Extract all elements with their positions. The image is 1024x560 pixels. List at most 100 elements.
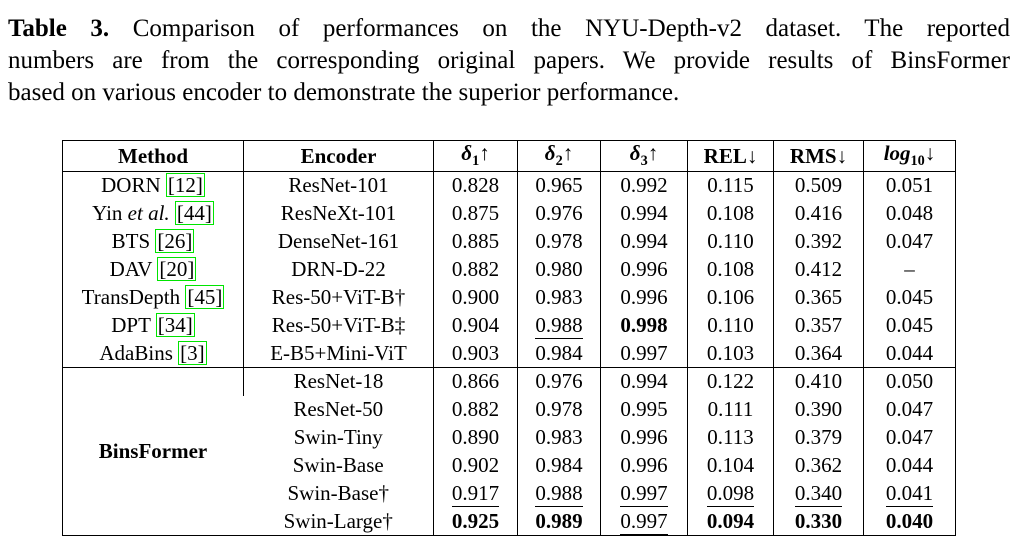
encoder-cell: E-B5+Mini-ViT [243, 339, 434, 368]
metric-cell: 0.996 [600, 283, 688, 312]
metric-cell: 0.364 [773, 339, 864, 368]
method-cell: AdaBins [3] [99, 340, 207, 365]
metric-cell: 0.108 [687, 199, 774, 228]
metric-cell: 0.875 [433, 199, 518, 228]
col-log10: log10↓ [863, 140, 956, 172]
metric-cell: 0.995 [600, 395, 688, 424]
metric-cell: 0.094 [687, 507, 774, 536]
col-delta1: δ1↑ [433, 140, 518, 172]
metric-cell: 0.965 [517, 171, 601, 200]
citation-link[interactable]: [20] [157, 257, 197, 282]
table-row: BinsFormer ResNet-18 0.866 0.976 0.994 0.122 0… [62, 367, 956, 536]
table-row: AdaBins [3] E-B5+Mini-ViT 0.903 0.984 0.997 0… [63, 339, 956, 368]
table-caption: Table 3. Comparison of performances on t… [8, 13, 1010, 109]
metric-cell: 0.410 [773, 367, 864, 396]
metric-cell: 0.925 [433, 507, 518, 536]
metric-cell: 0.390 [773, 395, 864, 424]
metric-cell: 0.044 [863, 451, 956, 480]
table-row: DAV [20] DRN-D-22 0.882 0.980 0.996 0.108 0.41… [63, 255, 956, 284]
encoder-cell: ResNeXt-101 [243, 199, 434, 228]
metric-cell: 0.412 [773, 255, 864, 284]
metric-cell: 0.882 [433, 255, 518, 284]
metric-cell: 0.392 [773, 227, 864, 256]
col-rel: REL↓ [687, 140, 774, 172]
metric-cell: 0.828 [433, 171, 518, 200]
metric-cell: 0.996 [600, 255, 688, 284]
metric-cell: 0.988 [517, 311, 601, 340]
table-row: Swin-Tiny 0.890 0.983 0.996 0.113 0.379 0.047 [63, 423, 956, 452]
metric-cell: 0.976 [517, 199, 601, 228]
method-cell: DORN [12] [101, 173, 205, 198]
metric-cell: 0.048 [863, 199, 956, 228]
metric-cell: 0.997 [600, 339, 688, 368]
metric-cell: 0.115 [687, 171, 774, 200]
method-cell: DAV [20] [109, 257, 197, 282]
citation-link[interactable]: [44] [174, 201, 214, 226]
col-delta3: δ3↑ [600, 140, 688, 172]
metric-cell: 0.866 [433, 367, 518, 396]
metric-cell: 0.983 [517, 423, 601, 452]
citation-link[interactable]: [26] [155, 229, 195, 254]
encoder-cell: ResNet-101 [243, 171, 434, 200]
metric-cell: – [863, 255, 956, 284]
caption-line-2: numbers are from the corresponding origi… [8, 47, 1010, 74]
metric-cell: 0.104 [687, 451, 774, 480]
metric-cell: 0.045 [863, 311, 956, 340]
metric-cell: 0.994 [600, 199, 688, 228]
metric-cell: 0.996 [600, 451, 688, 480]
metric-cell: 0.379 [773, 423, 864, 452]
encoder-cell: Swin-Tiny [293, 425, 383, 449]
metric-cell: 0.106 [687, 283, 774, 312]
encoder-cell: Swin-Large† [283, 508, 393, 533]
metric-cell: 0.041 [863, 479, 956, 508]
table-row: BTS [26] DenseNet-161 0.885 0.978 0.994 0.110… [63, 227, 956, 256]
table-body: DORN [12] ResNet-101 0.828 0.965 0.992 0.115 0… [62, 171, 956, 536]
citation-link[interactable]: [12] [165, 173, 205, 198]
header-row: Method Encoder δ1↑ δ2↑ δ3↑ REL↓ RMS↓ log10↓ [62, 140, 956, 172]
caption-line-3: based on various encoder to demonstrate … [8, 79, 680, 106]
col-encoder: Encoder [243, 140, 434, 172]
metric-cell: 0.357 [773, 311, 864, 340]
encoder-cell: DRN-D-22 [243, 255, 434, 284]
metric-cell: 0.904 [433, 311, 518, 340]
metric-cell: 0.330 [773, 507, 864, 536]
table-row: Swin-Base† 0.917 0.988 0.997 0.098 0.340 0.041 [63, 479, 956, 508]
metric-cell: 0.111 [687, 395, 774, 424]
metric-cell: 0.365 [773, 283, 864, 312]
metric-cell: 0.047 [863, 227, 956, 256]
metric-cell: 0.885 [433, 227, 518, 256]
encoder-cell: DenseNet-161 [243, 227, 434, 256]
col-method: Method [62, 140, 244, 172]
table-row: ResNet-50 0.882 0.978 0.995 0.111 0.390 0.047 [63, 395, 956, 424]
metric-cell: 0.882 [433, 395, 518, 424]
metric-cell: 0.340 [773, 479, 864, 508]
metric-cell: 0.890 [433, 423, 518, 452]
metric-cell: 0.996 [600, 423, 688, 452]
metric-cell: 0.098 [687, 479, 774, 508]
metric-cell: 0.122 [687, 367, 774, 396]
method-cell: Yin et al. [44] [92, 201, 214, 226]
encoder-cell: Res-50+ViT-B‡ [243, 311, 434, 340]
metric-cell: 0.047 [863, 395, 956, 424]
metric-cell: 0.992 [600, 171, 688, 200]
table-row: DPT [34] Res-50+ViT-B‡ 0.904 0.988 0.998 0.11… [63, 311, 956, 340]
metric-cell: 0.051 [863, 171, 956, 200]
caption-label: Table 3. [8, 15, 110, 42]
metric-cell: 0.997 [600, 507, 688, 536]
metric-cell: 0.980 [517, 255, 601, 284]
metric-cell: 0.988 [517, 479, 601, 508]
metric-cell: 0.994 [600, 367, 688, 396]
encoder-cell: Swin-Base† [287, 481, 390, 505]
metric-cell: 0.050 [863, 367, 956, 396]
metric-cell: 0.110 [687, 227, 774, 256]
citation-link[interactable]: [34] [155, 313, 195, 338]
method-cell: DPT [34] [111, 313, 195, 338]
metric-cell: 0.976 [517, 367, 601, 396]
metric-cell: 0.108 [687, 255, 774, 284]
metric-cell: 0.103 [687, 339, 774, 368]
citation-link[interactable]: [45] [185, 285, 225, 310]
metric-cell: 0.978 [517, 227, 601, 256]
encoder-cell: Swin-Base [292, 453, 384, 477]
metric-cell: 0.045 [863, 283, 956, 312]
citation-link[interactable]: [3] [178, 340, 207, 365]
